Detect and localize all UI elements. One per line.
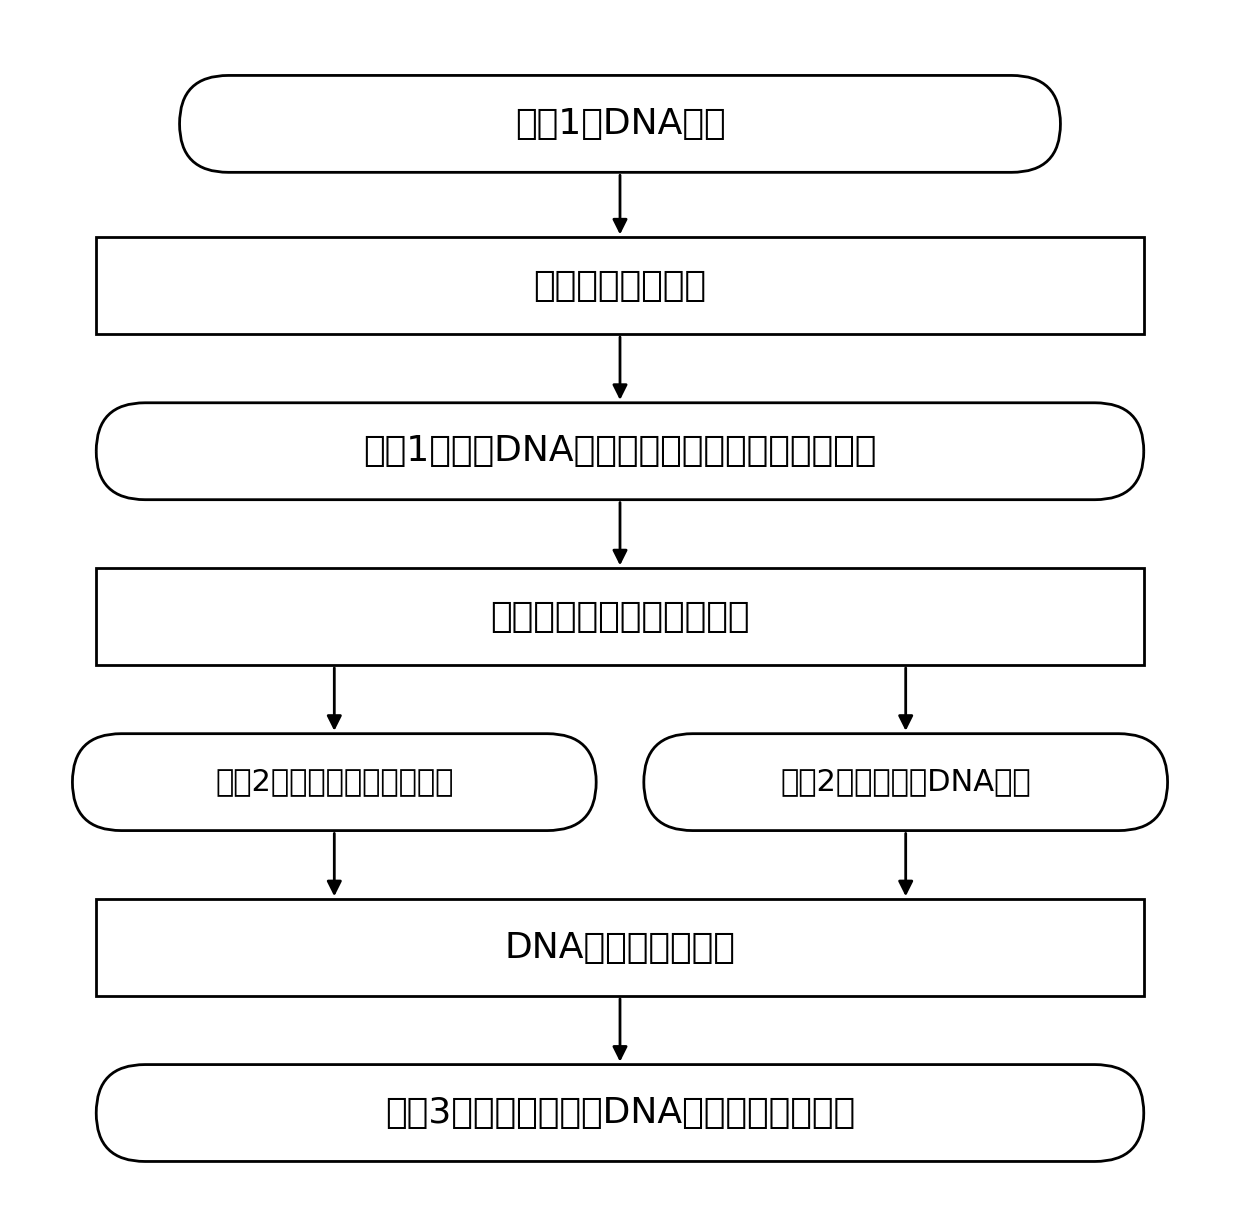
- Text: 数据预处理子系统: 数据预处理子系统: [533, 268, 707, 303]
- FancyBboxPatch shape: [97, 899, 1143, 996]
- Text: 输出3：查询感兴趣的DNA序列所在的档案库: 输出3：查询感兴趣的DNA序列所在的档案库: [384, 1096, 856, 1130]
- FancyBboxPatch shape: [97, 1065, 1143, 1162]
- FancyBboxPatch shape: [72, 734, 596, 831]
- FancyBboxPatch shape: [97, 569, 1143, 665]
- FancyBboxPatch shape: [644, 734, 1168, 831]
- Text: 输入1：DNA信息: 输入1：DNA信息: [515, 107, 725, 140]
- Text: 输入2：感兴趣的DNA序列: 输入2：感兴趣的DNA序列: [780, 768, 1030, 796]
- Text: 输出2：用于查询的数据梗概: 输出2：用于查询的数据梗概: [215, 768, 454, 796]
- Text: DNA序列查询子系统: DNA序列查询子系统: [505, 931, 735, 965]
- FancyBboxPatch shape: [97, 403, 1143, 500]
- FancyBboxPatch shape: [97, 238, 1143, 335]
- FancyBboxPatch shape: [180, 75, 1060, 172]
- Text: 输出1：包含DNA序列信息和相应档案库的二元组: 输出1：包含DNA序列信息和相应档案库的二元组: [363, 435, 877, 468]
- Text: 数据梗概建立与更新子系统: 数据梗概建立与更新子系统: [490, 599, 750, 634]
